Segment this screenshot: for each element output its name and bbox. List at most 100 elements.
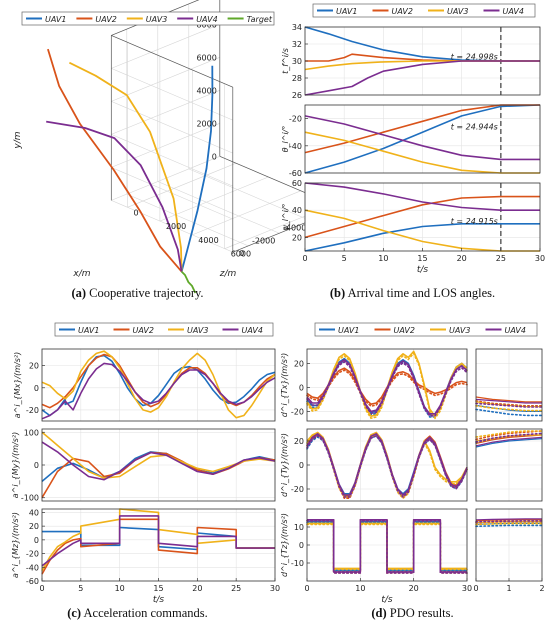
- caption-a: (a) Cooperative trajectory.: [71, 286, 204, 300]
- panel-d1: [306, 348, 468, 422]
- legend-label-uav3: UAV3: [449, 326, 471, 335]
- legend-label-uav1: UAV1: [338, 326, 360, 335]
- panel-d3z: [475, 508, 543, 582]
- grid-line: [111, 24, 220, 69]
- x-tick-label: 20: [192, 584, 202, 593]
- y-tick-label: 0: [299, 383, 304, 392]
- legend-c: [54, 322, 274, 337]
- plot-frame: [475, 348, 543, 422]
- caption-d: (d) PDO results.: [371, 606, 454, 620]
- panel-c1: [41, 348, 276, 422]
- series-estimate-uav4: [475, 402, 543, 408]
- series-estimate-uav4: [475, 432, 543, 443]
- x-tick-label: 1: [506, 584, 511, 593]
- trajectory-uav4: [46, 120, 183, 272]
- series-line-uav1: [475, 438, 543, 448]
- legend-box: [21, 11, 275, 26]
- x-axis-label: t/s: [381, 595, 393, 605]
- x-tick-label: 0: [302, 254, 307, 263]
- series-line-uav4: [304, 115, 540, 161]
- y-tick-label: 20: [29, 522, 39, 531]
- legend-label-uav3: UAV3: [447, 7, 469, 16]
- y-tick-label: 0: [299, 541, 304, 550]
- y-tick-label: 2000: [196, 119, 216, 128]
- series-line-uav2: [475, 519, 542, 522]
- panel-d2z: [475, 428, 543, 502]
- legend-label-target: Target: [247, 15, 273, 24]
- plot-frame: [41, 348, 276, 422]
- annotation-arrival-time: t = 24.944s: [451, 122, 498, 131]
- panel-c2: [41, 428, 276, 502]
- series-line-uav1: [304, 104, 541, 174]
- x-tick-label: 10: [378, 254, 388, 263]
- y-tick-label: -20: [26, 550, 39, 559]
- series-estimate-uav1: [475, 408, 543, 417]
- grid-line: [157, 181, 280, 234]
- x-tick-label: 5: [78, 584, 83, 593]
- legend-label-uav1: UAV1: [336, 7, 358, 16]
- x-tick-label: 20: [457, 254, 467, 263]
- legend-label-uav4: UAV4: [242, 326, 264, 335]
- y-tick-label: 20: [29, 362, 39, 371]
- grid-line: [111, 90, 220, 135]
- series-line-uav4: [306, 358, 468, 415]
- x-tick-label: -2000: [252, 236, 275, 245]
- panel-b1: [304, 26, 541, 96]
- y-tick-label: -20: [291, 485, 304, 494]
- y-tick-label: 20: [294, 437, 304, 446]
- series-estimate-uav4: [306, 434, 468, 499]
- y-tick-label: 0: [212, 152, 217, 161]
- legend-label-uav4: UAV4: [505, 326, 527, 335]
- x-tick-label: 30: [462, 584, 472, 593]
- x-tick-label: 25: [496, 254, 506, 263]
- legend-label-uav3: UAV3: [187, 326, 209, 335]
- series-estimate-uav2: [475, 430, 543, 441]
- series-line-uav2: [475, 434, 543, 444]
- caption-c: (c) Acceleration commands.: [67, 606, 208, 620]
- series-line-uav2: [304, 195, 540, 239]
- y-tick-label: 34: [292, 23, 302, 32]
- plot-frame: [475, 428, 543, 502]
- z-tick-label: 4000: [198, 236, 218, 245]
- panel-b2: [304, 104, 541, 174]
- legend-label-uav1: UAV1: [45, 15, 67, 24]
- y-axis-label: d^i_{Tx}/(m/s²): [280, 353, 289, 418]
- annotation-arrival-time: t = 24.998s: [451, 52, 498, 61]
- series-line-uav4: [41, 441, 276, 481]
- y-tick-label: 0: [34, 536, 39, 545]
- legend-a: [21, 11, 275, 26]
- series-estimate-uav4: [306, 360, 468, 417]
- y-tick-label: 20: [294, 359, 304, 368]
- x-tick-label: 15: [417, 254, 427, 263]
- series-line-uav4: [41, 362, 276, 420]
- y-tick-label: -40: [26, 563, 39, 572]
- legend-label-uav3: UAV3: [146, 15, 168, 24]
- series-line-uav1: [41, 354, 276, 417]
- y-tick-label: 30: [292, 57, 302, 66]
- grid-line: [111, 101, 233, 154]
- plot-area: [307, 349, 467, 421]
- annotation-arrival-time: t = 24.915s: [451, 217, 498, 226]
- x-tick-label: 5: [342, 254, 347, 263]
- plot-frame: [306, 348, 468, 422]
- y-tick-label: 0: [299, 461, 304, 470]
- panel-d3: [306, 508, 468, 582]
- x-tick-label: 0: [39, 584, 44, 593]
- y-tick-label: 100: [24, 428, 39, 437]
- panel-c3: [41, 508, 276, 582]
- series-estimate-uav4: [475, 520, 543, 523]
- grid-line: [126, 193, 249, 247]
- legend-label-uav2: UAV2: [133, 326, 155, 335]
- trajectory-uav2: [47, 48, 183, 273]
- y-tick-label: -100: [21, 494, 39, 503]
- y-axis-label: t_f^i/s: [281, 48, 290, 74]
- y-axis-label: a^i_{Mz}/(m/s²): [11, 512, 20, 578]
- y-tick-label: -40: [289, 142, 302, 151]
- y-axis-label: ψ_l^i/°: [281, 203, 290, 230]
- grid-line: [111, 200, 233, 253]
- x-tick-label: 10: [115, 584, 125, 593]
- legend-b: [312, 3, 536, 18]
- grid-line: [111, 57, 220, 102]
- x-tick-label: -4000: [283, 224, 306, 233]
